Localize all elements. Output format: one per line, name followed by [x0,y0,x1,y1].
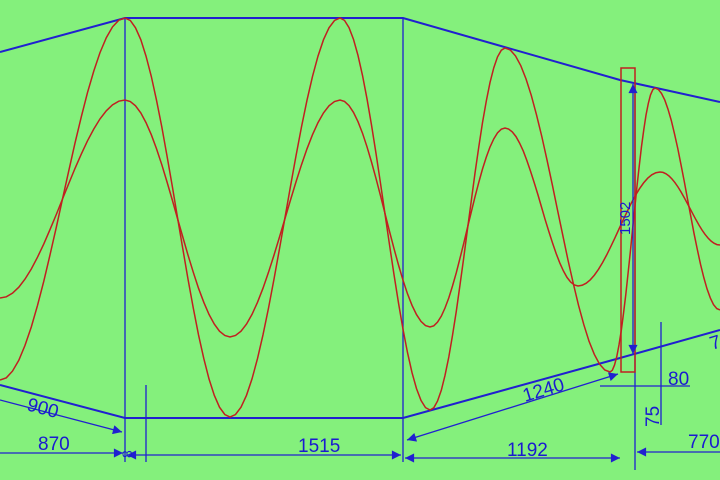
dim-line-1240 [406,372,619,442]
dim-80: 80 [668,369,689,390]
dim-edge: 7 [707,332,720,355]
dim-1502: 1502 [617,202,634,235]
dim-870: 870 [38,434,70,455]
dim-line-900 [0,399,123,435]
dim-1192: 1192 [507,440,548,461]
dim-1240: 1240 [520,374,567,406]
dim-1515: 1515 [298,436,340,457]
dim-770: 770 [688,432,720,453]
top-outline [0,17,720,103]
dim-small: 8 [119,450,135,458]
dim-75: 75 [643,406,664,427]
sine-curve-small [0,99,720,338]
bottom-outline [0,329,720,419]
